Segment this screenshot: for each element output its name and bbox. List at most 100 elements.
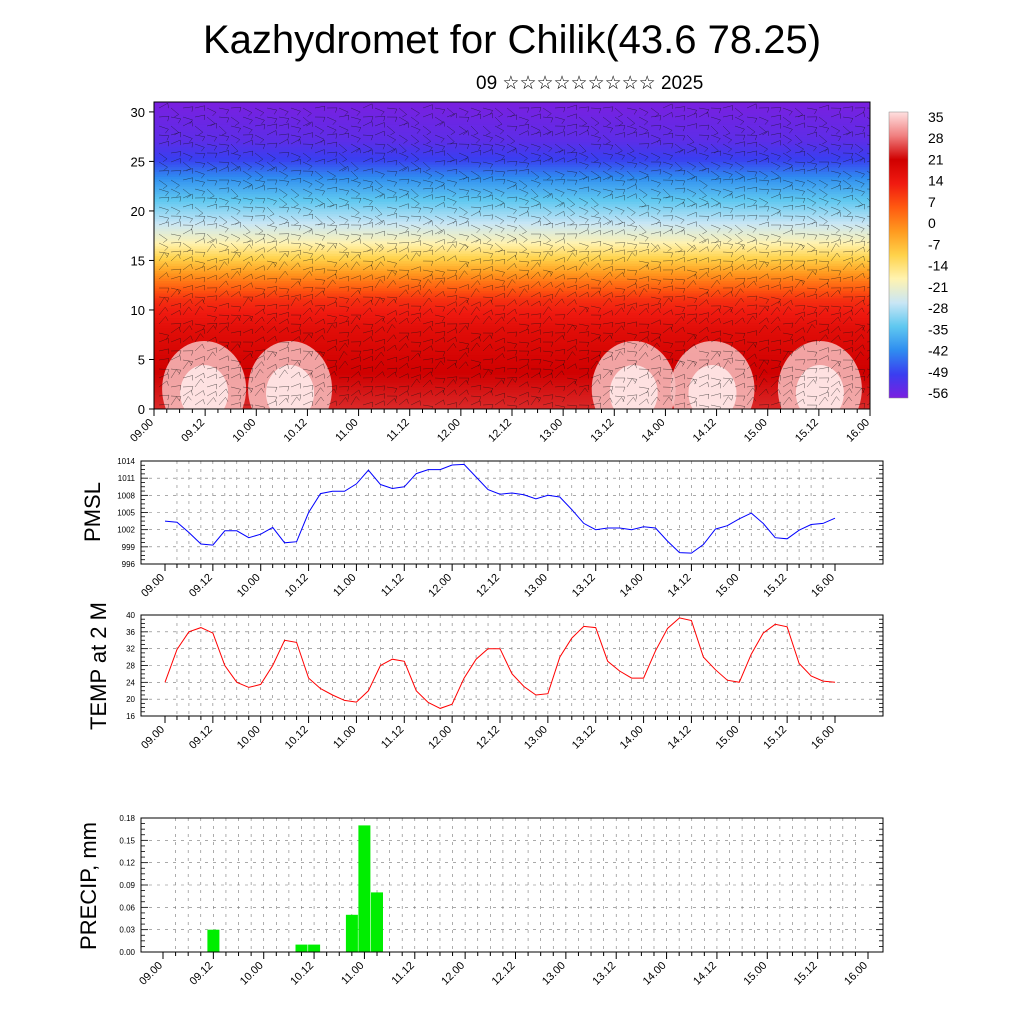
temp-y-tick-label: 36 (126, 628, 135, 637)
colorbar-gradient (888, 111, 909, 399)
temp-x-tick-label: 11.00 (331, 724, 358, 751)
precip-bar (371, 892, 383, 952)
main-x-tick-label: 14.00 (640, 417, 668, 445)
pmsl-x-tick-label: 15.00 (713, 572, 741, 600)
temp-x-tick-label: 09.12 (187, 724, 215, 752)
colorbar-label: -42 (928, 343, 948, 359)
main-x-tick-label: 12.12 (486, 417, 514, 445)
chart-subtitle: 09 ☆☆☆☆☆☆☆☆☆ 2025 (476, 73, 704, 94)
temp-x-tick-label: 14.00 (618, 724, 646, 752)
precip-grid (141, 818, 883, 952)
temp-x-tick-label: 16.00 (809, 724, 837, 752)
precip-x-tick-label: 14.12 (691, 960, 719, 988)
pmsl-y-label: PMSL (80, 482, 105, 542)
precip-x-tick-label: 10.00 (238, 960, 266, 988)
temp-x-tick-label: 14.12 (666, 724, 694, 752)
colorbar-label: 28 (928, 130, 944, 146)
precip-x-tick-label: 15.00 (741, 960, 769, 988)
pmsl-x-tick-label: 12.12 (474, 572, 502, 600)
pmsl-series-line (164, 463, 836, 554)
pmsl-y-tick-label: 996 (122, 560, 136, 569)
precip-x-tick-label: 12.00 (439, 960, 467, 988)
chart-title: Kazhydromet for Chilik(43.6 78.25) (202, 18, 822, 62)
main-x-axis: 09.00 09.12 10.00 10.12 11.00 11.12 12.00 12.12… (128, 409, 872, 445)
pmsl-panel: 996 999 1002 1005 1008 1011 1014 09.00 09.12 10.0… (80, 457, 884, 600)
temp-x-tick-label: 15.12 (761, 724, 789, 752)
colorbar-label: -7 (928, 236, 941, 252)
temp-x-tick-label: 10.12 (283, 724, 311, 752)
pmsl-x-tick-label: 16.00 (809, 572, 837, 600)
precip-bar (207, 929, 220, 952)
main-y-tick-label: 20 (131, 204, 145, 219)
precip-bars (207, 825, 383, 952)
pmsl-x-tick-label: 11.00 (331, 572, 358, 599)
colorbar: 35 28 21 14 7 0 -7 -14 -21 -28 -35 -42 -49 -56 (888, 109, 948, 401)
colorbar-label: 7 (928, 194, 936, 210)
main-y-tick-label: 5 (138, 352, 145, 367)
pmsl-y-tick-label: 1005 (117, 509, 135, 518)
pmsl-y-tick-label: 1002 (117, 526, 135, 535)
pmsl-y-tick-label: 999 (122, 543, 136, 552)
main-x-tick-label: 10.12 (282, 417, 310, 445)
colorbar-label: -56 (928, 385, 948, 401)
colorbar-label: -28 (928, 300, 948, 316)
temp-series-line (164, 617, 836, 709)
warm-surface-cells (162, 341, 862, 409)
temp-grid (141, 615, 883, 716)
colorbar-label: 21 (928, 151, 944, 167)
main-y-tick-label: 10 (131, 303, 145, 318)
main-x-tick-label: 14.12 (691, 417, 719, 445)
temp-x-tick-label: 09.00 (139, 724, 167, 752)
main-x-tick-label: 15.12 (793, 417, 821, 445)
colorbar-labels: 35 28 21 14 7 0 -7 -14 -21 -28 -35 -42 -49 -56 (928, 109, 948, 401)
precip-x-tick-label: 09.00 (137, 960, 165, 988)
main-x-tick-label: 12.00 (435, 417, 463, 445)
main-x-tick-label: 10.00 (230, 417, 258, 445)
temp-x-tick-label: 10.00 (235, 724, 263, 752)
pmsl-x-tick-label: 12.00 (426, 572, 454, 600)
main-x-tick-label: 15.00 (742, 417, 770, 445)
main-x-tick-label: 16.00 (844, 417, 872, 445)
main-x-tick-label: 13.00 (537, 417, 565, 445)
temp-y-tick-label: 28 (126, 662, 135, 671)
main-y-tick-label: 15 (131, 253, 145, 268)
pmsl-x-tick-label: 10.00 (235, 572, 263, 600)
main-x-tick-label: 11.12 (384, 417, 411, 444)
pmsl-x-tick-label: 11.12 (379, 572, 406, 599)
precip-x-tick-label: 12.12 (490, 960, 518, 988)
main-y-axis: 0 5 10 15 20 25 30 (131, 105, 154, 417)
temp-y-tick-label: 24 (126, 678, 135, 687)
precip-x-tick-label: 11.00 (339, 960, 366, 987)
precip-y-tick-label: 0.09 (119, 881, 135, 890)
precip-panel: 0.00 0.03 0.06 0.09 0.12 0.15 0.18 09.00 09.12 10… (76, 814, 884, 988)
temp-x-tick-label: 13.12 (570, 724, 598, 752)
precip-x-tick-label: 10.12 (288, 960, 316, 988)
pmsl-y-tick-label: 1008 (117, 491, 135, 500)
temp-y-tick-label: 32 (126, 645, 135, 654)
main-y-tick-label: 0 (138, 402, 145, 417)
cross-section-panel: 0 5 10 15 20 25 30 09.00 09.12 10.00 10.12 11.00 11… (128, 101, 872, 445)
temp-y-tick-label: 16 (126, 712, 135, 721)
main-x-tick-label: 11.00 (333, 417, 360, 444)
colorbar-label: -14 (928, 258, 948, 274)
pmsl-x-tick-label: 14.00 (618, 572, 646, 600)
pmsl-x-tick-label: 10.12 (283, 572, 311, 600)
pmsl-y-tick-label: 1011 (118, 474, 136, 483)
main-x-tick-label: 13.12 (588, 417, 616, 445)
colorbar-label: 35 (928, 109, 944, 125)
pmsl-x-tick-label: 09.00 (139, 572, 167, 600)
precip-bar (308, 944, 321, 952)
precip-y-tick-label: 0.15 (119, 836, 135, 845)
pmsl-x-tick-label: 09.12 (187, 572, 215, 600)
temp-x-tick-label: 11.12 (379, 724, 406, 751)
main-x-tick-label: 09.00 (128, 417, 156, 445)
main-y-tick-label: 30 (131, 105, 145, 120)
temp-y-tick-label: 40 (126, 611, 135, 620)
precip-bar (295, 944, 308, 952)
precip-x-tick-label: 16.00 (842, 960, 870, 988)
colorbar-label: 0 (928, 215, 936, 231)
pmsl-x-tick-label: 15.12 (761, 572, 789, 600)
precip-y-tick-label: 0.18 (119, 814, 135, 823)
main-y-tick-label: 25 (131, 154, 145, 169)
